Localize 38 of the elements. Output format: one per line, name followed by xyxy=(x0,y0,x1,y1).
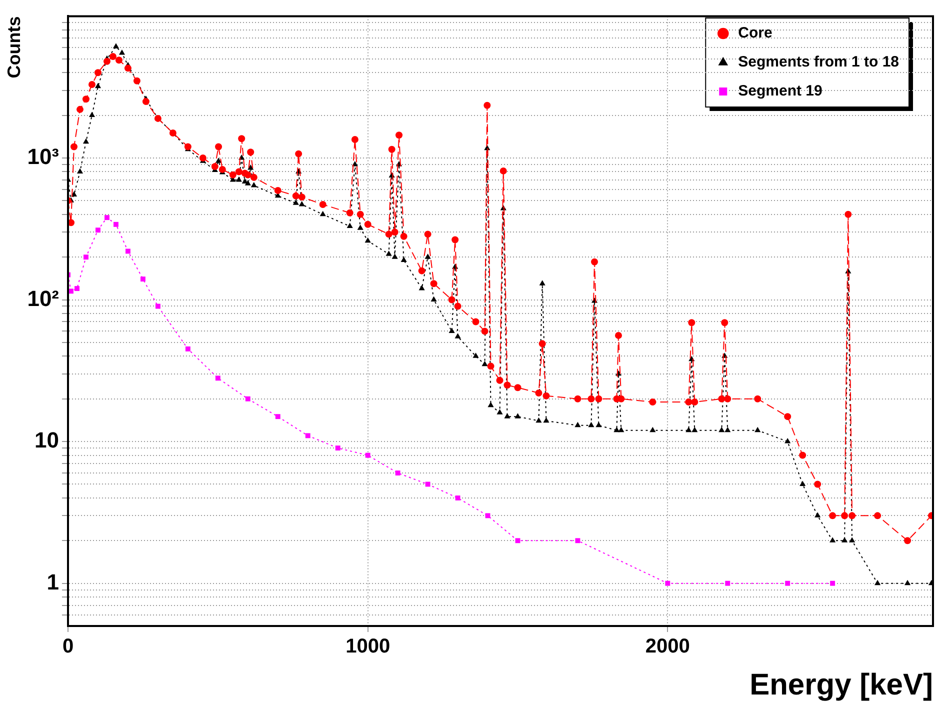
y-axis-title: Counts xyxy=(4,16,24,78)
point xyxy=(305,433,310,438)
legend-label: Core xyxy=(738,24,772,42)
point xyxy=(275,414,280,420)
x-tick-label: 0 xyxy=(62,636,74,658)
legend-label: Segments from 1 to 18 xyxy=(738,54,900,71)
point xyxy=(84,254,88,260)
point xyxy=(365,452,370,458)
point xyxy=(830,580,836,586)
y-tick-label: 10 xyxy=(34,428,59,453)
y-tick-label: 10² xyxy=(27,286,59,311)
point xyxy=(74,286,80,292)
y-tick-label: 10³ xyxy=(27,144,59,170)
x-axis-title: Energy [keV] xyxy=(750,668,933,702)
point xyxy=(575,538,580,544)
legend-label: Segment 19 xyxy=(738,82,822,100)
point xyxy=(485,513,490,518)
point xyxy=(395,470,400,476)
point xyxy=(245,396,250,402)
point xyxy=(455,495,460,500)
point xyxy=(155,304,160,309)
point xyxy=(185,346,190,352)
point xyxy=(114,222,118,227)
point xyxy=(425,482,430,487)
x-tick-label: 1000 xyxy=(346,636,390,658)
x-tick-label: 2000 xyxy=(645,636,690,658)
point xyxy=(725,580,730,586)
point xyxy=(104,215,110,220)
point xyxy=(515,538,520,544)
point xyxy=(215,376,220,381)
point xyxy=(140,276,146,282)
point xyxy=(96,228,100,233)
point xyxy=(125,248,130,254)
point xyxy=(335,446,340,451)
point xyxy=(68,288,74,294)
point xyxy=(785,580,790,586)
y-tick-label: 1 xyxy=(46,569,59,594)
point xyxy=(665,580,670,586)
